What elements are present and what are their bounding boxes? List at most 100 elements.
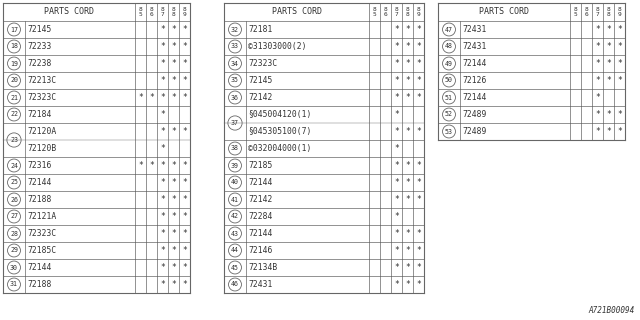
Text: *: * bbox=[416, 59, 421, 68]
Text: 72181: 72181 bbox=[248, 25, 273, 34]
Text: *: * bbox=[394, 246, 399, 255]
Text: *: * bbox=[405, 93, 410, 102]
Text: 28: 28 bbox=[10, 230, 18, 236]
Text: 18: 18 bbox=[10, 44, 18, 50]
Text: *: * bbox=[595, 59, 600, 68]
Text: 8
7: 8 7 bbox=[596, 7, 600, 17]
Text: *: * bbox=[182, 25, 187, 34]
Text: 72238: 72238 bbox=[27, 59, 51, 68]
Text: *: * bbox=[171, 229, 176, 238]
Text: *: * bbox=[171, 280, 176, 289]
Text: *: * bbox=[160, 76, 165, 85]
Text: *: * bbox=[149, 93, 154, 102]
Text: 20: 20 bbox=[10, 77, 18, 84]
Text: *: * bbox=[171, 25, 176, 34]
Text: 72213C: 72213C bbox=[27, 76, 56, 85]
Text: *: * bbox=[606, 25, 611, 34]
Text: PARTS CORD: PARTS CORD bbox=[44, 7, 94, 17]
Text: 72144: 72144 bbox=[248, 178, 273, 187]
Text: 72144: 72144 bbox=[462, 93, 486, 102]
Text: *: * bbox=[171, 161, 176, 170]
Text: *: * bbox=[405, 246, 410, 255]
Text: *: * bbox=[405, 195, 410, 204]
Text: 72144: 72144 bbox=[462, 59, 486, 68]
Text: *: * bbox=[405, 42, 410, 51]
Text: 72184: 72184 bbox=[27, 110, 51, 119]
Text: 33: 33 bbox=[231, 44, 239, 50]
Text: 8
8: 8 8 bbox=[406, 7, 410, 17]
Text: 42: 42 bbox=[231, 213, 239, 220]
Text: *: * bbox=[171, 59, 176, 68]
Text: *: * bbox=[595, 42, 600, 51]
Text: *: * bbox=[405, 25, 410, 34]
Text: ©31303000(2): ©31303000(2) bbox=[248, 42, 307, 51]
Text: *: * bbox=[171, 212, 176, 221]
Text: *: * bbox=[416, 229, 421, 238]
Text: 21: 21 bbox=[10, 94, 18, 100]
Text: *: * bbox=[416, 42, 421, 51]
Text: 72188: 72188 bbox=[27, 280, 51, 289]
Text: 8
7: 8 7 bbox=[161, 7, 164, 17]
Text: *: * bbox=[416, 178, 421, 187]
Text: 8
9: 8 9 bbox=[618, 7, 621, 17]
Text: 8
8: 8 8 bbox=[607, 7, 611, 17]
Text: *: * bbox=[394, 144, 399, 153]
Text: 34: 34 bbox=[231, 60, 239, 67]
Text: *: * bbox=[160, 59, 165, 68]
Text: 53: 53 bbox=[445, 129, 453, 134]
Text: *: * bbox=[405, 263, 410, 272]
Text: 72323C: 72323C bbox=[27, 93, 56, 102]
Text: *: * bbox=[617, 42, 622, 51]
Text: 48: 48 bbox=[445, 44, 453, 50]
Text: *: * bbox=[182, 93, 187, 102]
Text: 72134B: 72134B bbox=[248, 263, 277, 272]
Text: *: * bbox=[394, 76, 399, 85]
Text: 23: 23 bbox=[10, 137, 18, 143]
Text: *: * bbox=[595, 93, 600, 102]
Text: 30: 30 bbox=[10, 265, 18, 270]
Text: *: * bbox=[160, 246, 165, 255]
Text: 72431: 72431 bbox=[462, 42, 486, 51]
Text: 45: 45 bbox=[231, 265, 239, 270]
Text: 72145: 72145 bbox=[248, 76, 273, 85]
Text: *: * bbox=[160, 178, 165, 187]
Text: *: * bbox=[416, 161, 421, 170]
Text: 32: 32 bbox=[231, 27, 239, 33]
Text: *: * bbox=[606, 59, 611, 68]
Text: 36: 36 bbox=[231, 94, 239, 100]
Text: *: * bbox=[171, 246, 176, 255]
Text: 43: 43 bbox=[231, 230, 239, 236]
Text: 47: 47 bbox=[445, 27, 453, 33]
Text: 72185: 72185 bbox=[248, 161, 273, 170]
Text: PARTS CORD: PARTS CORD bbox=[479, 7, 529, 17]
Text: 46: 46 bbox=[231, 282, 239, 287]
Text: *: * bbox=[160, 25, 165, 34]
Text: *: * bbox=[394, 25, 399, 34]
Text: *: * bbox=[160, 127, 165, 136]
Text: *: * bbox=[171, 263, 176, 272]
Text: *: * bbox=[182, 212, 187, 221]
Text: 24: 24 bbox=[10, 163, 18, 169]
Text: *: * bbox=[182, 246, 187, 255]
Text: *: * bbox=[416, 263, 421, 272]
Text: §045004120(1): §045004120(1) bbox=[248, 110, 312, 119]
Text: *: * bbox=[595, 110, 600, 119]
Text: *: * bbox=[405, 178, 410, 187]
Text: 72126: 72126 bbox=[462, 76, 486, 85]
Text: *: * bbox=[416, 76, 421, 85]
Text: *: * bbox=[182, 263, 187, 272]
Text: *: * bbox=[160, 280, 165, 289]
Text: 41: 41 bbox=[231, 196, 239, 203]
Text: *: * bbox=[416, 280, 421, 289]
Text: *: * bbox=[595, 127, 600, 136]
Text: 72323C: 72323C bbox=[248, 59, 277, 68]
Text: 72144: 72144 bbox=[248, 229, 273, 238]
Text: 72185C: 72185C bbox=[27, 246, 56, 255]
Text: 22: 22 bbox=[10, 111, 18, 117]
Text: 72145: 72145 bbox=[27, 25, 51, 34]
Text: *: * bbox=[394, 229, 399, 238]
Text: 27: 27 bbox=[10, 213, 18, 220]
Text: *: * bbox=[182, 76, 187, 85]
Text: *: * bbox=[405, 161, 410, 170]
Text: *: * bbox=[394, 280, 399, 289]
